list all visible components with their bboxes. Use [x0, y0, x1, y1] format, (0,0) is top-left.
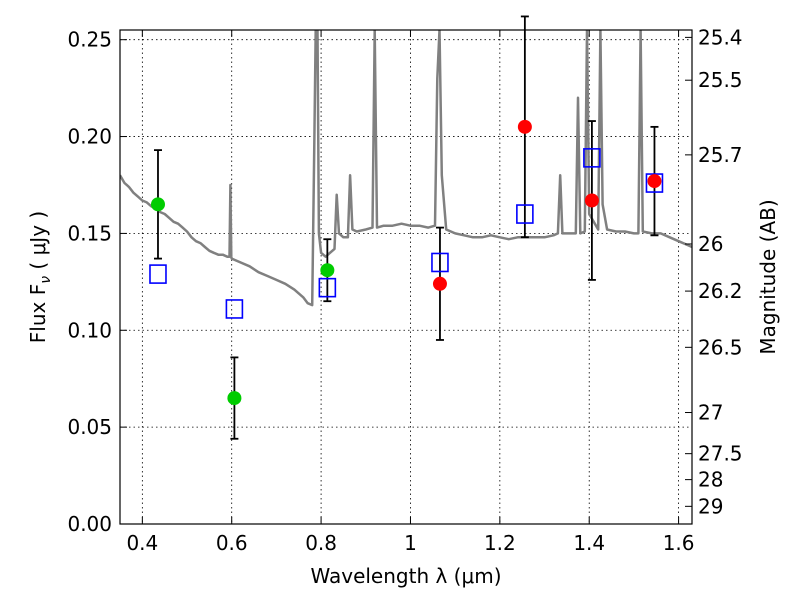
- y-tick-label: 0.20: [67, 125, 112, 149]
- right-tick-label: 25.7: [698, 143, 743, 167]
- y-axis-title-right: Magnitude (AB): [756, 199, 780, 354]
- y-tick-label: 0.15: [67, 221, 112, 245]
- axis-ticks: 0.4 0.6 0.8 1 1.2 1.4 1.6 0.00 0.05 0.10 0.15 0.20 0…: [67, 25, 742, 555]
- green-point: [320, 263, 335, 278]
- model-point: [645, 173, 664, 193]
- x-axis-title: Wavelength λ (μm): [310, 564, 501, 588]
- x-tick-label: 0.8: [305, 531, 337, 555]
- red-point: [517, 119, 532, 134]
- plot-frame: [119, 29, 693, 525]
- model-point: [431, 252, 449, 273]
- right-tick-label: 27.5: [698, 442, 743, 466]
- red-point: [584, 193, 599, 208]
- model-point: [225, 299, 244, 319]
- model-point: [516, 204, 534, 224]
- x-tick-label: 1: [404, 531, 417, 555]
- y-tick-label: 0.00: [67, 512, 112, 536]
- right-tick-label: 27: [698, 401, 723, 425]
- x-tick-label: 1.2: [484, 531, 516, 555]
- right-tick-label: 26.5: [698, 335, 743, 359]
- red-point: [432, 276, 447, 291]
- model-point: [149, 264, 167, 284]
- x-tick-label: 1.4: [573, 531, 605, 555]
- y-tick-label: 0.25: [67, 28, 112, 52]
- y-axis-title-left: Flux Fν ( μJy ): [26, 211, 54, 343]
- right-tick-label: 25.5: [698, 68, 743, 92]
- green-point: [227, 391, 242, 406]
- y-axis-title-subscript: ν: [38, 276, 54, 284]
- spectrum-series: [120, 30, 692, 307]
- x-tick-label: 0.6: [216, 531, 248, 555]
- grid: [120, 30, 692, 525]
- model-point: [583, 148, 601, 168]
- y-tick-label: 0.05: [67, 415, 112, 439]
- model-point: [318, 277, 337, 298]
- x-tick-label: 1.6: [663, 531, 695, 555]
- y-tick-label: 0.10: [67, 318, 112, 342]
- right-tick-label: 29: [698, 494, 723, 518]
- spectrum-line: [120, 30, 692, 307]
- x-tick-label: 0.4: [126, 531, 158, 555]
- right-tick-label: 25.4: [698, 25, 743, 49]
- right-tick-label: 26.2: [698, 279, 743, 303]
- green-point: [150, 197, 165, 212]
- y-axis-title-main: Flux F: [26, 284, 50, 343]
- right-tick-label: 28: [698, 468, 723, 492]
- data-points: [149, 119, 664, 406]
- right-tick-label: 26: [698, 232, 723, 256]
- y-axis-title-unit: ( μJy ): [26, 211, 50, 276]
- red-point: [647, 174, 662, 189]
